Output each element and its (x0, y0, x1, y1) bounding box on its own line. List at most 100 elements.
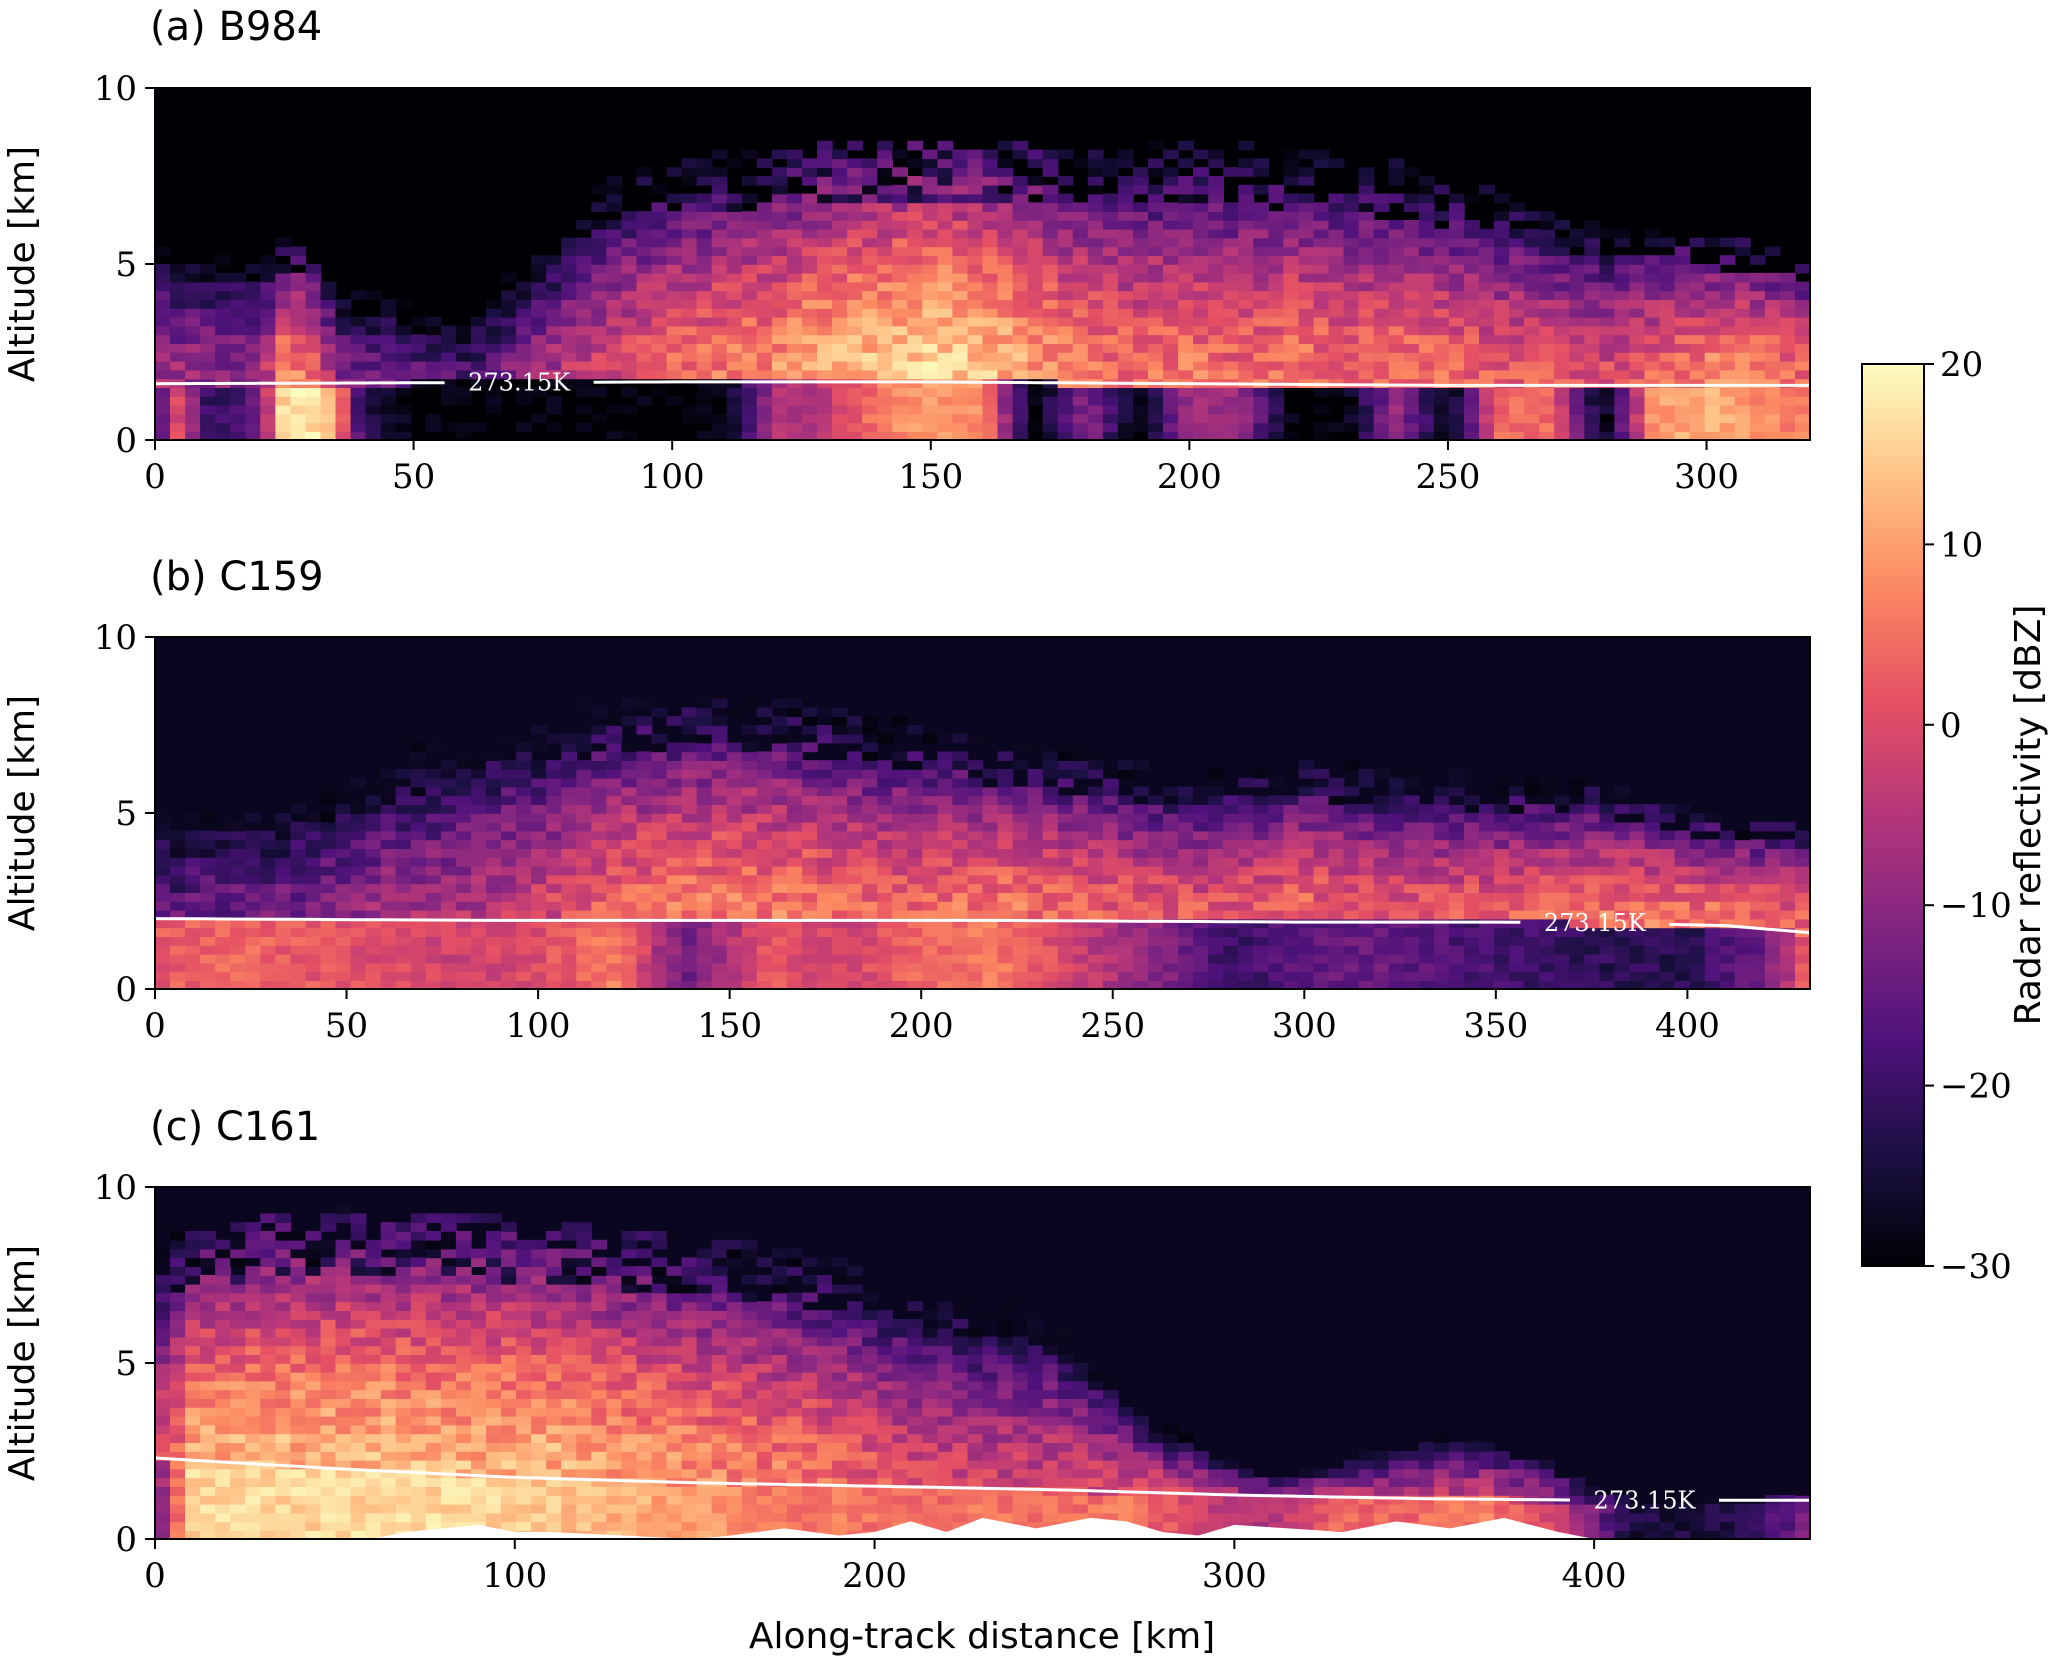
reflectivity-cell (320, 830, 337, 841)
reflectivity-cell (922, 211, 939, 221)
reflectivity-cell (1373, 396, 1390, 406)
reflectivity-cell (1388, 255, 1405, 265)
reflectivity-cell (1027, 272, 1044, 283)
reflectivity-cell (907, 237, 924, 248)
reflectivity-cell (636, 953, 653, 964)
reflectivity-cell (606, 246, 623, 256)
reflectivity-cell (260, 953, 277, 964)
reflectivity-cell (741, 255, 758, 265)
reflectivity-cell (862, 237, 878, 248)
reflectivity-cell (741, 352, 758, 362)
reflectivity-cell (621, 848, 638, 858)
reflectivity-cell (1102, 936, 1119, 946)
reflectivity-cell (1433, 431, 1450, 440)
reflectivity-cell (1298, 325, 1315, 336)
reflectivity-cell (335, 830, 352, 841)
reflectivity-cell (621, 246, 638, 256)
reflectivity-cell (1298, 228, 1315, 239)
reflectivity-cell (380, 821, 397, 832)
reflectivity-cell (967, 918, 984, 929)
reflectivity-cell (1072, 369, 1089, 380)
reflectivity-cell (786, 325, 803, 336)
reflectivity-cell (997, 316, 1014, 327)
reflectivity-cell (636, 308, 653, 318)
reflectivity-cell (365, 909, 382, 920)
reflectivity-cell (892, 228, 908, 239)
reflectivity-cell (170, 848, 186, 858)
reflectivity-cell (847, 865, 863, 876)
reflectivity-cell (1539, 220, 1555, 230)
reflectivity-cell (410, 892, 427, 902)
reflectivity-cell (1133, 918, 1149, 929)
reflectivity-cell (726, 422, 743, 432)
reflectivity-cell (1388, 980, 1405, 989)
reflectivity-cell (576, 848, 593, 858)
reflectivity-cell (531, 795, 547, 805)
reflectivity-cell (832, 246, 848, 256)
reflectivity-cell (681, 795, 698, 805)
reflectivity-cell (1569, 431, 1586, 440)
reflectivity-cell (155, 874, 171, 885)
reflectivity-cell (1117, 299, 1134, 309)
reflectivity-cell (802, 804, 818, 814)
reflectivity-cell (486, 980, 502, 989)
reflectivity-cell (877, 786, 893, 797)
reflectivity-cell (681, 264, 698, 274)
reflectivity-cell (756, 290, 773, 300)
reflectivity-cell (1042, 308, 1059, 318)
reflectivity-cell (215, 848, 231, 858)
reflectivity-cell (1674, 281, 1691, 292)
reflectivity-cell (471, 962, 487, 973)
reflectivity-cell (1358, 308, 1375, 318)
reflectivity-cell (982, 883, 999, 893)
reflectivity-cell (561, 237, 577, 248)
reflectivity-cell (245, 369, 262, 380)
reflectivity-cell (681, 848, 698, 858)
reflectivity-cell (471, 830, 487, 841)
reflectivity-cell (1027, 343, 1044, 353)
reflectivity-cell (1178, 795, 1194, 805)
reflectivity-cell (275, 308, 292, 318)
reflectivity-cell (1283, 246, 1300, 256)
reflectivity-cell (1448, 264, 1465, 274)
reflectivity-cell (245, 962, 262, 973)
reflectivity-cell (666, 352, 683, 362)
reflectivity-cell (1403, 431, 1420, 440)
reflectivity-cell (1163, 202, 1179, 212)
reflectivity-cell (877, 848, 893, 858)
reflectivity-cell (1163, 176, 1179, 186)
reflectivity-cell (260, 892, 277, 902)
reflectivity-cell (1208, 901, 1224, 911)
reflectivity-cell (711, 786, 728, 797)
reflectivity-cell (170, 892, 186, 902)
reflectivity-cell (1012, 140, 1029, 151)
reflectivity-cell (1117, 839, 1134, 849)
reflectivity-cell (591, 325, 608, 336)
reflectivity-cell (1418, 839, 1435, 849)
reflectivity-cell (1358, 202, 1375, 212)
reflectivity-cell (245, 352, 262, 362)
reflectivity-cell (440, 901, 457, 911)
reflectivity-cell (817, 184, 833, 195)
reflectivity-cell (877, 202, 893, 212)
reflectivity-cell (591, 857, 608, 867)
reflectivity-cell (1223, 308, 1239, 318)
reflectivity-cell (1689, 431, 1706, 440)
reflectivity-cell (1403, 202, 1420, 212)
reflectivity-cell (636, 927, 653, 937)
reflectivity-cell (1163, 962, 1179, 973)
reflectivity-cell (1057, 387, 1074, 397)
reflectivity-cell (997, 848, 1014, 858)
reflectivity-cell (1148, 202, 1164, 212)
reflectivity-cell (832, 272, 848, 283)
reflectivity-cell (1494, 220, 1510, 230)
reflectivity-cell (1704, 281, 1721, 292)
reflectivity-cell (260, 945, 277, 955)
reflectivity-cell (877, 158, 893, 168)
reflectivity-cell (380, 901, 397, 911)
reflectivity-cell (907, 228, 924, 239)
reflectivity-cell (1253, 255, 1270, 265)
reflectivity-cell (200, 945, 216, 955)
reflectivity-cell (215, 396, 231, 406)
reflectivity-cell (1464, 883, 1480, 893)
